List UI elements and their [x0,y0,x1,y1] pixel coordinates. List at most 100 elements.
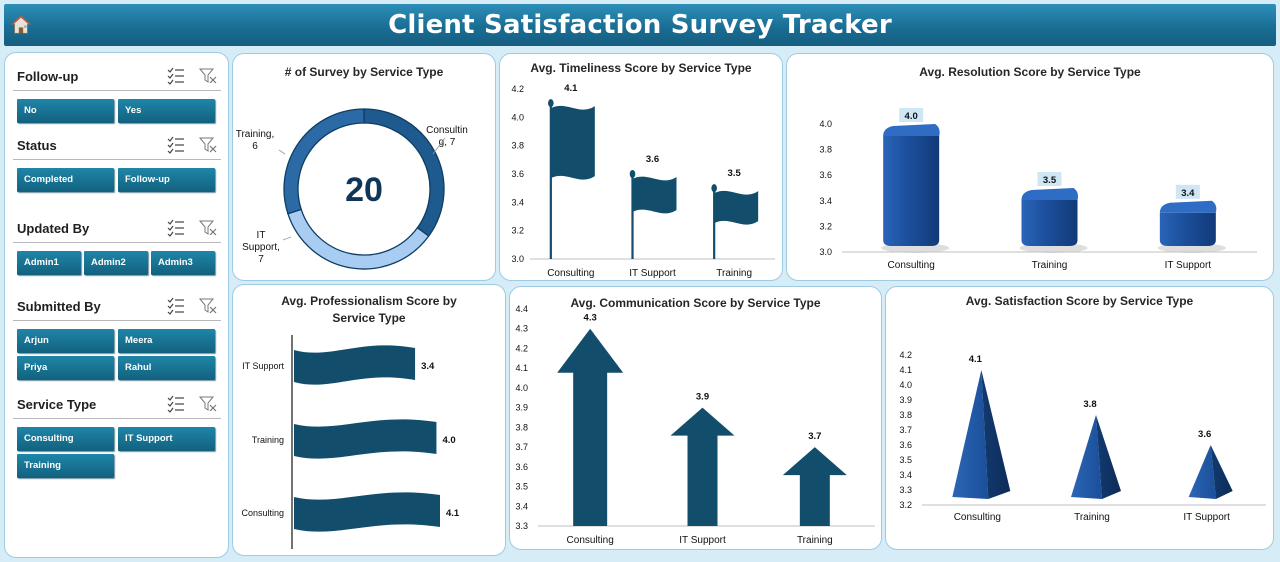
data-label-bg [899,108,924,122]
slicer-service: Service Type Consulting IT Support Training [13,389,221,478]
multi-select-icon[interactable] [167,395,185,413]
multi-select-icon[interactable] [167,67,185,85]
multi-select-icon[interactable] [167,297,185,315]
slicer-item[interactable]: No [17,99,114,123]
chart-title: Avg. Resolution Score by Service Type [919,65,1141,79]
pyramid-face [1188,445,1216,499]
bar-top [1021,188,1078,200]
y-tick-label: 3.6 [511,169,524,179]
clear-filter-icon[interactable] [199,219,217,237]
clear-filter-icon[interactable] [199,67,217,85]
ribbon-bar [294,419,437,459]
y-tick-label: 3.4 [899,470,912,480]
data-label: 3.4 [1181,188,1195,199]
pyramid-side [1210,445,1233,499]
bar-top [1159,200,1217,213]
bar [883,136,940,246]
y-tick-label: Consulting [241,508,284,518]
y-tick-label: 4.2 [899,350,912,360]
donut-data-label: IT Support, 7 [242,230,280,265]
bar [1021,200,1078,246]
chart-svg: 3.0 3.2 3.4 3.6 3.8 4.0 4.0 Consulting 3.5 Traini… [819,108,1257,271]
y-tick-label: 3.8 [899,410,912,420]
slicer-header: Status [13,130,221,160]
slicer-item[interactable]: Priya [17,356,114,380]
slicer-item[interactable]: Yes [118,99,215,123]
chart-title: Avg. Timeliness Score by Service Type [530,61,752,75]
data-label: 3.8 [1083,399,1096,410]
flag-mark [550,105,595,180]
data-label: 3.7 [808,431,821,442]
bar [1159,212,1216,246]
y-tick-label: 3.3 [515,521,528,531]
chart-svg: 3.2 3.3 3.4 3.5 3.6 3.7 3.8 3.9 4.0 4.1 4.2 4.1 Cons… [899,350,1266,523]
x-tick-label: Consulting [888,260,935,271]
y-tick-label: 3.9 [899,395,912,405]
y-tick-label: 4.3 [515,324,528,334]
slicer-item[interactable]: Admin1 [17,251,81,275]
flag-knob [711,184,717,193]
data-label: 4.1 [446,508,460,519]
x-tick-label: Consulting [567,535,614,546]
y-tick-label: IT Support [242,361,284,371]
y-tick-label: 3.8 [511,141,524,151]
slicer-item[interactable]: Admin3 [151,251,215,275]
pyramid-face [952,370,989,499]
y-tick-label: 3.4 [819,196,832,206]
x-tick-label: IT Support [1165,260,1212,271]
x-tick-label: Training [1074,512,1110,523]
data-label: 4.1 [564,83,578,94]
x-tick-label: Consulting [954,512,1001,523]
clear-filter-icon[interactable] [199,297,217,315]
y-tick-label: 3.2 [819,221,832,231]
data-label: 4.0 [442,435,455,446]
y-tick-label: 3.0 [819,247,832,257]
slicer-toolbar [167,395,217,413]
communication-chart: Avg. Communication Score by Service Type… [509,286,882,550]
y-tick-label: 4.2 [515,343,528,353]
slicer-item[interactable]: Arjun [17,329,114,353]
y-tick-label: 4.2 [511,84,524,94]
bar-top [883,124,940,136]
pyramid-side [1096,415,1121,499]
clear-filter-icon[interactable] [199,136,217,154]
slicer-item[interactable]: Training [17,454,114,478]
y-tick-label: 4.0 [511,112,524,122]
x-tick-label: IT Support [1183,512,1230,523]
home-icon[interactable] [10,14,32,36]
arrow-bar [557,328,624,526]
satisfaction-chart: Avg. Satisfaction Score by Service Type … [885,286,1274,550]
slicer-toolbar [167,219,217,237]
slicer-title: Submitted By [17,299,101,314]
chart-svg: 20 Consultin g, 7 IT Support, 7 Training, 6 [236,108,468,270]
slicer-item[interactable]: IT Support [118,427,215,451]
y-tick-label: 4.1 [515,363,528,373]
slicer-item[interactable]: Rahul [118,356,215,380]
professionalism-chart: Avg. Professionalism Score by Service Typ… [232,284,506,556]
y-tick-label: 3.9 [515,403,528,413]
y-tick-label: 4.4 [515,304,528,314]
slicer-header: Submitted By [13,291,221,321]
data-label: 4.0 [905,111,918,122]
arrow-bar [670,407,735,526]
slicer-item[interactable]: Admin2 [84,251,148,275]
leader-line [278,149,286,155]
donut-slice-training [283,108,365,215]
multi-select-icon[interactable] [167,219,185,237]
y-tick-label: 3.5 [899,455,912,465]
slicer-item[interactable]: Completed [17,168,114,192]
slicer-items: Admin1 Admin2 Admin3 [17,251,215,275]
chart-title: # of Survey by Service Type [284,65,444,79]
data-label: 3.5 [1043,175,1057,186]
y-tick-label: 3.2 [899,500,912,510]
multi-select-icon[interactable] [167,136,185,154]
y-tick-label: 3.4 [511,197,524,207]
flag-knob [629,170,636,178]
y-tick-label: 3.3 [899,485,912,495]
data-label: 3.6 [1198,429,1211,440]
slicer-item[interactable]: Consulting [17,427,114,451]
slicer-item[interactable]: Follow-up [118,168,215,192]
slicer-item[interactable]: Meera [118,329,215,353]
clear-filter-icon[interactable] [199,395,217,413]
ribbon-bar [294,345,416,385]
